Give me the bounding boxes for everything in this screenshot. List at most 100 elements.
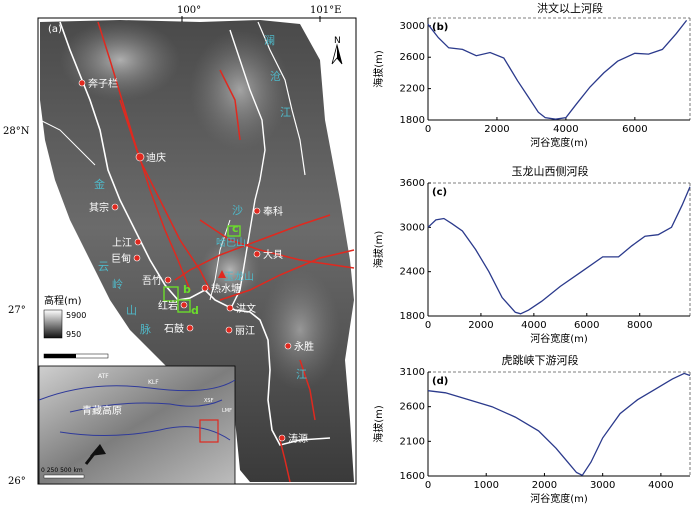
x-axis-label: 河谷宽度(m) [530,332,588,345]
profile-title: 洪文以上河段 [537,1,603,15]
inset-scale: 0 250 500 km [41,467,83,474]
place-dot [78,79,86,87]
inset-fault-label: KLF [148,379,159,386]
place-dot [201,284,209,292]
y-tick-label: 1600 [400,471,425,482]
profile-panels: 洪文以上河段 (b) 0 2000 4000 6000 3000 2600 2200 1800 河谷… [372,1,691,505]
relief-highlight [190,30,290,150]
scale-zero: 0 [42,345,47,354]
profile-line [427,372,691,477]
river-label: 沧 [270,69,281,83]
place-label: 红岩 [158,299,178,312]
river-label: 澜 [264,33,275,47]
river-label: 沙 [232,204,243,217]
river-label: 江 [296,368,307,381]
box-label-d: d [191,304,199,317]
profile-chart-b: 洪文以上河段 (b) 0 2000 4000 6000 3000 2600 2200 1800 河谷… [372,1,691,149]
inset-map: 青藏高原 KLF ATF LMF XSF 0 250 500 km [38,365,236,485]
x-tick-label: 2000 [484,124,509,135]
river-label: 金 [94,177,105,191]
place-label: 其宗 [89,201,109,214]
study-box-c [227,225,241,237]
top-tick-101: 101°E [310,5,341,16]
profile-line [427,19,688,120]
inset-boundary [59,426,231,441]
mountain-label: 脉 [140,322,151,336]
inset-boundary [69,399,223,413]
place-label: 吾竹 [142,274,162,287]
north-arrow: N [331,36,343,65]
x-tick-label: 4000 [521,320,546,331]
top-tick-100: 100° [177,5,201,16]
y-tick-label: 1800 [400,311,425,322]
place-label: 大具 [263,248,283,261]
x-tick-label: 4000 [648,480,673,491]
inset-region-label: 青藏高原 [82,404,122,417]
panel-label: (b) [432,22,448,33]
x-tick-label: 4000 [553,124,578,135]
y-tick-label: 3000 [400,222,425,233]
x-tick-label: 0 [425,124,431,135]
relief-highlight [60,20,180,100]
map-panel-a: b c d (a) 100° 101°E 28°N 27° 26° N 金 沙 … [3,5,357,487]
relief-highlight [200,240,260,300]
x-tick-label: 6000 [574,320,599,331]
mountain-label: 玉龙山 [224,270,254,283]
x-tick-label: 2000 [468,320,493,331]
place-label: 热水塘 [211,282,241,295]
north-label: N [334,36,341,46]
place-dot [134,238,142,246]
place-label: 迪庆 [146,151,166,164]
panel-label: (c) [432,187,447,198]
fault-lines [97,21,355,483]
place-label: 涛源 [288,432,308,445]
legend-colorbar [43,309,63,339]
x-tick-label: 3000 [590,480,615,491]
scale-bar-segment [44,354,76,358]
study-box-d [177,299,191,313]
place-label: 巨甸 [111,252,131,265]
panel-label-a: (a) [48,24,62,35]
inset-fault-label: LMF [222,408,232,414]
lancang-river [257,21,306,176]
panel-label: (d) [432,376,448,387]
peak-icon [218,270,226,278]
place-label: 上江 [112,237,132,249]
y-tick-label: 3600 [400,178,425,189]
x-axis-label: 河谷宽度(m) [530,136,588,149]
inset-boundary [38,379,236,401]
place-dot [253,250,261,258]
x-tick-label: 0 [425,480,431,491]
x-tick-label: 0 [425,320,431,331]
place-label: 永胜 [294,340,314,353]
profile-chart-c: 玉龙山西侧河段 (c) 0 2000 4000 6000 8000 3600 3000 2400 1… [372,164,691,345]
inset-frame [38,365,236,485]
direction-arrow-icon [84,449,99,465]
inset-study-area [199,419,219,443]
tributary [39,119,96,166]
place-label: 洪文 [236,302,256,315]
place-dot [164,276,172,284]
x-tick-label: 6000 [622,124,647,135]
mountain-label: 云 [98,260,109,273]
inset-scale-bar [43,474,85,479]
left-tick-26: 26° [8,476,26,487]
place-dot [225,326,233,334]
mountain-label: 岭 [112,277,123,291]
legend-high: 5900 [66,311,86,320]
place-label: 奉科 [263,205,283,218]
place-dot [226,304,234,312]
legend-low: 950 [66,330,81,339]
mountain-labels: 云 岭 山 脉 哈巴山 玉龙山 [98,236,254,336]
y-tick-label: 3100 [400,367,425,378]
jinsha-river [59,21,331,446]
profile-chart-d: 虎跳峡下游河段 (d) 0 1000 2000 3000 4000 3100 2600 2100 1… [372,353,691,505]
place-dot [253,207,261,215]
mountain-label: 山 [126,304,137,317]
box-label-c: c [232,222,239,235]
y-axis-label: 海拔(m) [372,50,385,88]
y-axis-label: 海拔(m) [372,405,385,443]
inset-fault-label: ATF [98,373,109,380]
y-tick-label: 2600 [400,402,425,413]
